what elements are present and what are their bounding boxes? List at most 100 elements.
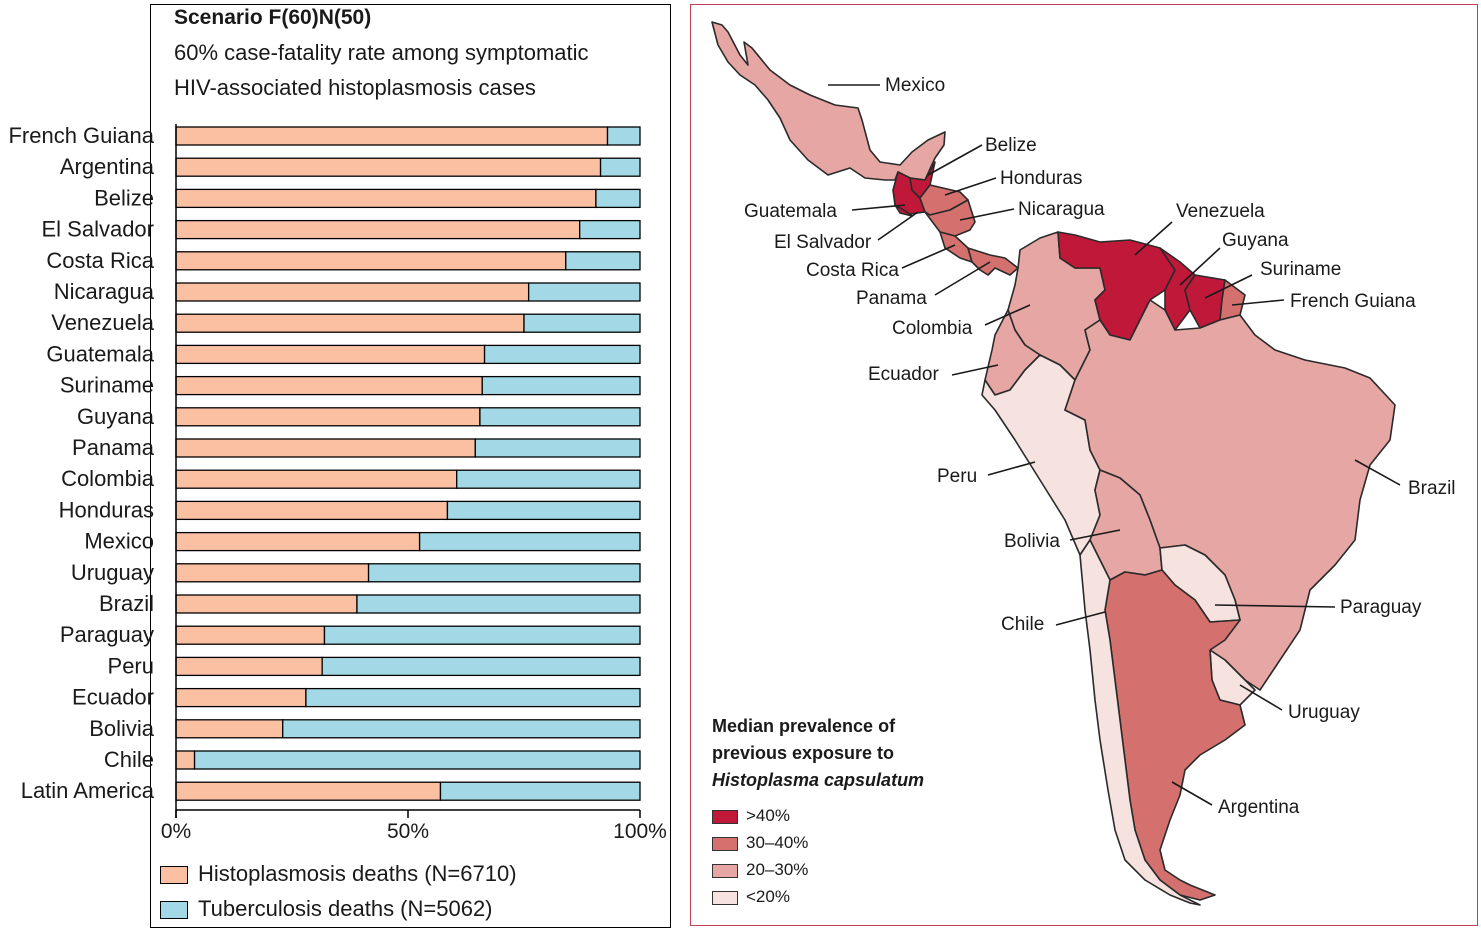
bar-tuberculosis-argentina: [599, 157, 641, 177]
legend-label-histoplasmosis: Histoplasmosis deaths (N=6710): [198, 861, 517, 886]
bar-tuberculosis-belize: [595, 188, 641, 209]
bar-tuberculosis-uruguay: [367, 563, 641, 583]
map-legend-title-line-1: Median prevalence of: [712, 716, 896, 736]
leader-chile: [1055, 611, 1106, 626]
map-legend-30-40: 30–40%: [712, 833, 808, 853]
leader-bolivia: [1069, 529, 1121, 541]
bar-tuberculosis-french-guiana: [606, 126, 641, 146]
bar-tuberculosis-bolivia: [282, 719, 641, 739]
map-legend-gt40: >40%: [712, 806, 790, 826]
label-brazil: Brazil: [1408, 478, 1456, 499]
chart-panel: [150, 4, 671, 928]
legend-swatch-tuberculosis: [160, 901, 188, 920]
label-suriname: Suriname: [1260, 259, 1341, 280]
label-costa-rica: Costa Rica: [806, 260, 899, 281]
map-legend-label-30-40: 30–40%: [746, 833, 809, 852]
country-costa-rica: [939, 231, 973, 263]
label-french-guiana: French Guiana: [1290, 291, 1416, 312]
bar-tuberculosis-panama: [474, 438, 641, 458]
category-label-bolivia: Bolivia: [89, 716, 155, 741]
category-label-guyana: Guyana: [77, 404, 155, 429]
label-guatemala: Guatemala: [744, 201, 837, 222]
category-label-uruguay: Uruguay: [71, 560, 154, 585]
map-legend-title-line-2: previous exposure to: [712, 743, 895, 763]
bar-tuberculosis-honduras: [446, 500, 641, 521]
map-legend-20-30: 20–30%: [712, 860, 808, 880]
legend-swatch-histoplasmosis: [160, 866, 188, 885]
bar-tuberculosis-guyana: [479, 407, 641, 427]
category-label-panama: Panama: [72, 435, 155, 460]
bar-chart: French Guiana Argentina Belize El Salvador C…: [8, 123, 666, 843]
bar-tuberculosis-mexico: [418, 531, 641, 552]
leader-uruguay: [1239, 684, 1283, 711]
map-swatch-gt40: [712, 809, 738, 824]
map-legend-title-line-3: Histoplasma capsulatum: [712, 770, 925, 790]
category-label-mexico: Mexico: [84, 529, 154, 554]
leader-belize: [927, 144, 983, 176]
category-label-colombia: Colombia: [61, 466, 155, 491]
bar-tuberculosis-costa-rica: [565, 251, 641, 271]
chart-subtitle-line-2: HIV-associated histoplasmosis cases: [174, 75, 536, 100]
leader-panama: [934, 261, 991, 296]
bar-tuberculosis-brazil: [356, 594, 641, 614]
label-bolivia: Bolivia: [1004, 531, 1060, 552]
bar-tuberculosis-colombia: [456, 469, 641, 489]
chart-subtitle-line-1: 60% case-fatality rate among symptomatic: [174, 40, 589, 65]
label-nicaragua: Nicaragua: [1018, 199, 1105, 220]
leader-french-guiana: [1231, 299, 1285, 306]
category-label-chile: Chile: [104, 747, 154, 772]
category-label-suriname: Suriname: [60, 373, 154, 398]
country-french-guiana: [1219, 279, 1246, 321]
bar-tuberculosis-el-salvador: [579, 219, 641, 240]
country-mexico: [711, 21, 946, 181]
category-label-peru: Peru: [108, 653, 154, 678]
map-legend-title: Median prevalence of previous exposure t…: [712, 713, 924, 794]
leader-colombia: [984, 304, 1031, 326]
bar-tuberculosis-guatemala: [483, 344, 641, 365]
leader-venezuela: [1134, 221, 1173, 256]
label-panama: Panama: [856, 288, 927, 309]
bar-tuberculosis-venezuela: [523, 313, 641, 333]
bar-tuberculosis-ecuador: [305, 687, 641, 708]
map-panel: [690, 4, 1478, 926]
country-guyana: [1159, 247, 1196, 331]
legend-label-tuberculosis: Tuberculosis deaths (N=5062): [198, 896, 493, 921]
country-chile: [1079, 539, 1201, 906]
label-argentina: Argentina: [1218, 797, 1300, 818]
category-label-ecuador: Ecuador: [72, 685, 154, 710]
category-label-argentina: Argentina: [60, 154, 155, 179]
label-paraguay: Paraguay: [1340, 597, 1422, 618]
label-belize: Belize: [985, 135, 1037, 156]
chart-title: Scenario F(60)N(50): [174, 6, 372, 29]
label-chile: Chile: [1001, 614, 1044, 635]
label-honduras: Honduras: [1000, 168, 1082, 189]
leader-guatemala: [851, 204, 906, 211]
legend-histoplasmosis: Histoplasmosis deaths (N=6710): [160, 861, 517, 887]
leader-paraguay: [1214, 604, 1336, 608]
label-guyana: Guyana: [1222, 230, 1289, 251]
category-label-latin-america: Latin America: [21, 778, 155, 803]
category-label-venezuela: Venezuela: [51, 310, 155, 335]
category-label-paraguay: Paraguay: [60, 622, 154, 647]
category-label-honduras: Honduras: [59, 497, 154, 522]
leader-guyana: [1179, 247, 1221, 286]
x-tick-label-1: 50%: [387, 820, 429, 843]
map-legend-label-gt40: >40%: [746, 806, 790, 825]
bar-tuberculosis-peru: [321, 656, 641, 677]
legend-tuberculosis: Tuberculosis deaths (N=5062): [160, 896, 493, 922]
leader-costa-rica: [901, 244, 956, 269]
bar-tuberculosis-suriname: [481, 375, 641, 396]
category-label-french-guiana: French Guiana: [8, 123, 154, 148]
category-label-brazil: Brazil: [99, 591, 154, 616]
label-el-salvador: El Salvador: [774, 232, 872, 253]
leader-peru: [987, 461, 1036, 476]
bar-tuberculosis-latin-america: [439, 781, 641, 801]
map-swatch-lt20: [712, 890, 738, 905]
label-venezuela: Venezuela: [1176, 201, 1265, 222]
leader-brazil: [1354, 459, 1401, 486]
leader-suriname: [1204, 274, 1253, 299]
category-label-guatemala: Guatemala: [46, 341, 154, 366]
label-peru: Peru: [937, 466, 977, 487]
leader-honduras: [944, 177, 997, 196]
category-label-costa-rica: Costa Rica: [46, 248, 154, 273]
